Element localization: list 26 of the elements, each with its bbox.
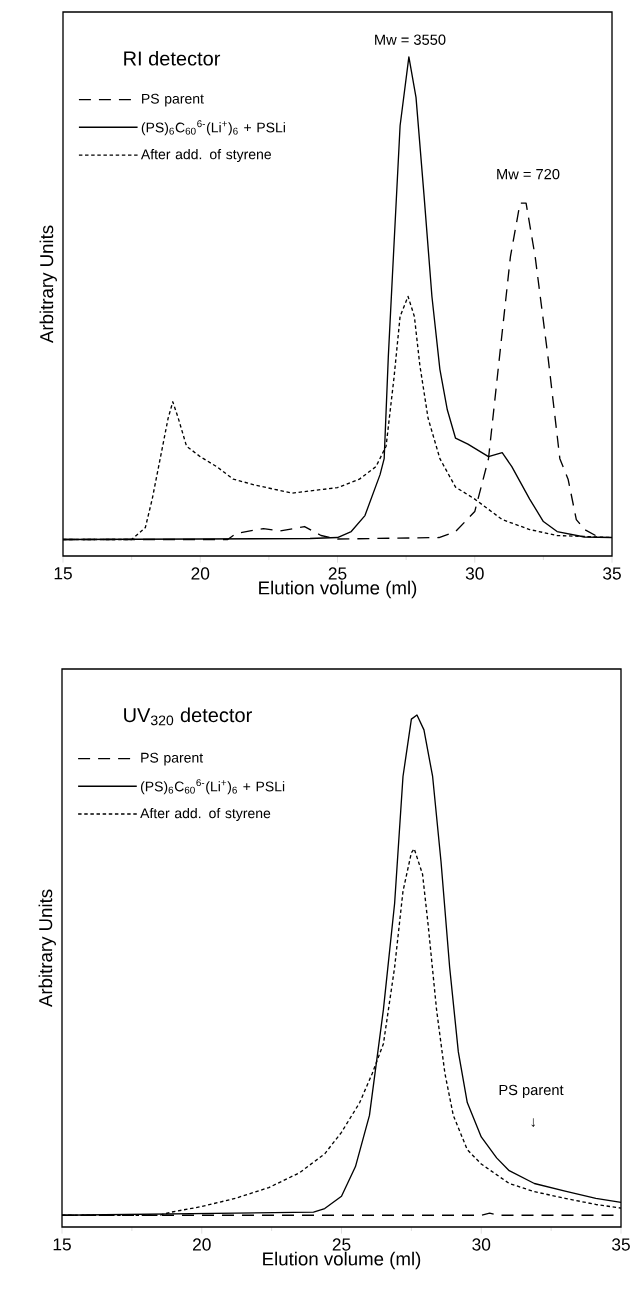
text: (PS)$_{6}$C$_{60}$$^{6-}$(Li$^{+}$)$_{6}$ + PSLi xyxy=(140,779,285,795)
y-axis-title: Arbitrary Units xyxy=(38,889,56,1008)
x-tick-label: 30 xyxy=(465,567,484,580)
x-tick-label: 20 xyxy=(192,1238,211,1251)
annotation: Mw = 720 xyxy=(497,168,560,180)
text: Mw = 3550 xyxy=(375,34,446,45)
x-tick-label: 25 xyxy=(332,1238,351,1251)
text: (PS)$_{6}$C$_{60}$$^{6-}$(Li$^{+}$)$_{6}$ + PSLi xyxy=(141,120,285,136)
annotation: ↓ xyxy=(531,1118,535,1127)
x-tick-label: 25 xyxy=(328,567,347,580)
x-tick-label: 30 xyxy=(472,1238,491,1251)
x-tick-label: 35 xyxy=(603,567,621,580)
legend-label: After add. of styrene xyxy=(140,149,271,163)
annotation: PS parent xyxy=(499,1084,564,1099)
legend-label: PS parent xyxy=(142,93,204,107)
x-axis-title: Elution volume (ml) xyxy=(263,1251,421,1270)
x-tick-label: 20 xyxy=(191,567,210,580)
legend-label: After add. of styrene xyxy=(140,807,271,822)
x-axis-title: Elution volume (ml) xyxy=(259,580,417,599)
y-axis-title: Arbitrary Units xyxy=(39,225,57,344)
chart-title: UV$_{320}$ detector xyxy=(124,707,252,726)
chart-title: RI detector xyxy=(124,50,221,66)
x-tick-label: 15 xyxy=(53,1238,71,1251)
legend-label: PS parent xyxy=(141,752,204,766)
x-tick-label: 35 xyxy=(612,1238,630,1251)
x-tick-label: 15 xyxy=(54,567,72,580)
